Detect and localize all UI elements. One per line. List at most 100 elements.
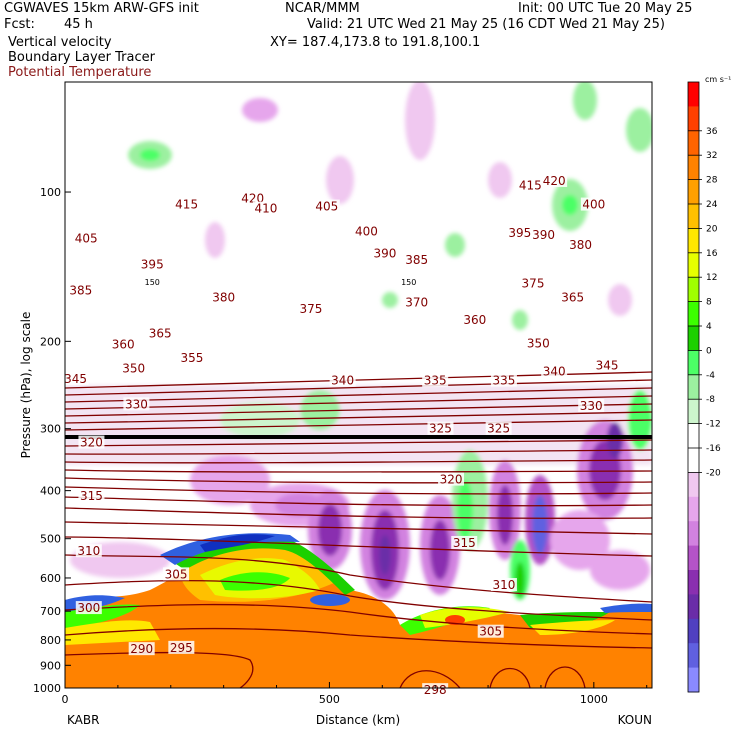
colorbar: 36 32 28 24 20 16 12 8 4 0 -4 -8 -12 -16 -20 — [687, 81, 721, 693]
theta-label: 365 — [561, 290, 584, 304]
colorbar-swatch — [688, 545, 699, 571]
theta-label-bg — [541, 364, 568, 378]
theta-label: 345 — [64, 372, 87, 386]
theta-label: 400 — [582, 198, 605, 212]
theta-label: 315 — [80, 489, 103, 503]
colorbar-tick-label: 36 — [706, 127, 718, 137]
theta-label: 385 — [69, 284, 92, 298]
colorbar-frame — [687, 81, 700, 693]
colorbar-swatch — [688, 643, 699, 669]
colorbar-swatch — [688, 618, 699, 644]
model-title: CGWAVES 15km ARW-GFS init — [4, 1, 199, 16]
theta-label: 335 — [492, 374, 515, 388]
colorbar-tick-label: -20 — [706, 468, 721, 478]
y-tick-label: 800 — [40, 634, 61, 647]
colorbar-tick-label: -8 — [706, 395, 715, 405]
theta-label: 405 — [315, 200, 338, 214]
theta-label-bg — [580, 197, 607, 211]
x-tick-label: 0 — [62, 693, 69, 706]
theta-label-bg — [594, 358, 621, 372]
y-tick-label: 500 — [40, 533, 61, 546]
forecast-label: Fcst: — [4, 17, 35, 32]
colorbar-tick-label: -12 — [706, 420, 721, 430]
colorbar-swatch — [688, 179, 699, 205]
theta-label-bg — [67, 283, 94, 297]
colorbar-swatch — [688, 374, 699, 400]
y-tick-label: 700 — [40, 605, 61, 618]
theta-label-bg — [75, 601, 102, 615]
colorbar-swatch — [688, 570, 699, 595]
colorbar-swatch — [688, 130, 699, 156]
theta-label: 385 — [405, 253, 428, 267]
colorbar-tick-label: 32 — [706, 151, 717, 161]
theta-label-bg — [567, 238, 594, 252]
plot-frame — [64, 81, 653, 689]
colorbar-swatch — [688, 472, 699, 498]
theta-label: 375 — [522, 277, 545, 291]
tropopause-labels: 150 150 — [142, 277, 419, 288]
theta-label-bg — [73, 231, 100, 245]
theta-label: 305 — [165, 567, 188, 581]
theta-label: 340 — [331, 374, 354, 388]
theta-label: 410 — [255, 202, 278, 216]
theta-label: 325 — [487, 422, 510, 436]
theta-label: 335 — [424, 374, 447, 388]
theta-label: 375 — [299, 302, 322, 316]
colorbar-swatch — [688, 496, 699, 522]
theta-label: 415 — [175, 198, 198, 212]
y-tick-label: 200 — [40, 335, 61, 348]
theta-label-bg — [128, 642, 155, 656]
theta-label-bg — [147, 326, 174, 340]
theta-label: 320 — [80, 436, 103, 450]
theta-label: 300 — [77, 601, 100, 615]
tropopause-label: 150 — [145, 278, 160, 287]
theta-label: 365 — [149, 327, 172, 341]
colorbar-tick-label: 4 — [706, 322, 712, 332]
theta-label-bg — [78, 488, 105, 502]
colorbar-tick-label: 28 — [706, 176, 718, 186]
y-tick-label: 100 — [40, 186, 61, 199]
theta-label-bg — [210, 290, 237, 304]
theta-label-bg — [353, 224, 380, 238]
colorbar-unit: cm s⁻¹ — [705, 75, 731, 84]
x-tick-label: 500 — [319, 693, 340, 706]
y-axis: 100 200 300 400 500 600 700 800 900 1000 — [33, 186, 71, 695]
theta-label-bg — [578, 398, 605, 412]
theta-label-bg — [541, 173, 568, 187]
colorbar-tick-label: 24 — [706, 200, 718, 210]
theta-label: 350 — [122, 362, 145, 376]
theta-label-bg — [422, 373, 449, 387]
theta-label-bg — [78, 435, 105, 449]
cross-section-endpoints: XY= 187.4,173.8 to 191.8,100.1 — [270, 35, 481, 50]
colorbar-swatch — [688, 204, 699, 229]
colorbar-swatch — [688, 521, 699, 547]
colorbar-swatch — [688, 350, 699, 376]
colorbar-tick-label: 20 — [706, 224, 718, 234]
theta-label-bg — [490, 578, 517, 592]
theta-label-bg — [530, 227, 557, 241]
theta-label-bg — [403, 252, 430, 266]
colorbar-swatch — [688, 155, 699, 181]
colorbar-swatch — [688, 326, 699, 351]
theta-label-bg — [252, 201, 279, 215]
theta-label: 395 — [141, 258, 164, 272]
theta-label-bg — [525, 336, 552, 350]
theta-label-bg — [559, 290, 586, 304]
theta-label: 405 — [75, 231, 98, 245]
colorbar-tick-label: 16 — [706, 249, 718, 259]
theta-label: 310 — [77, 544, 100, 558]
colorbar-swatch — [688, 301, 699, 327]
tropopause-label: 150 — [401, 278, 416, 287]
theta-label: 350 — [527, 336, 550, 350]
theta-label: 345 — [596, 359, 619, 373]
theta-label: 360 — [112, 338, 135, 352]
vertical-velocity-shading — [65, 82, 652, 688]
y-tick-label: 900 — [40, 659, 61, 672]
theta-label-bg — [485, 421, 512, 435]
theta-label: 340 — [543, 364, 566, 378]
theta-label-bg — [438, 472, 465, 486]
theta-label-bg — [506, 226, 533, 240]
colorbar-swatch — [688, 82, 699, 107]
